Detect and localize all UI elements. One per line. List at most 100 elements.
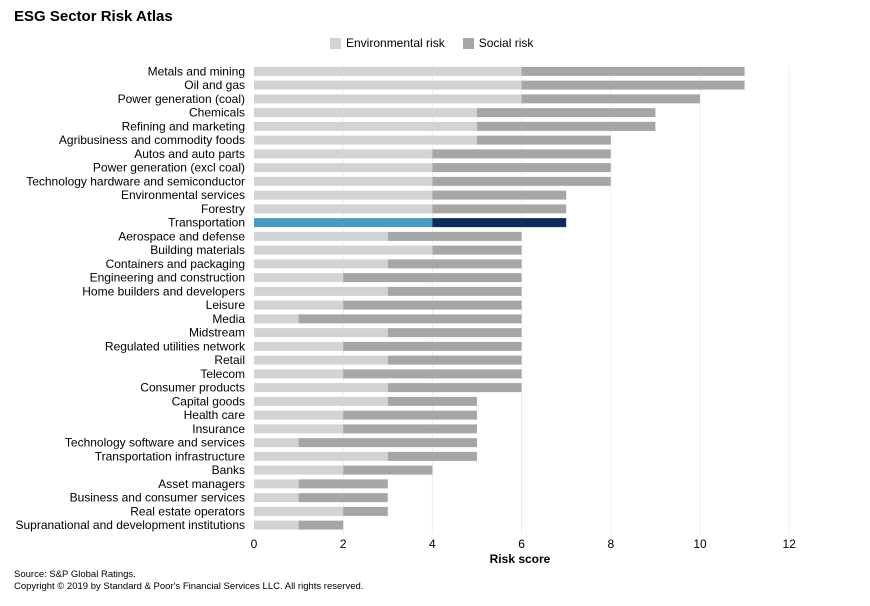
legend-item-environmental: Environmental risk — [330, 36, 445, 50]
bar-environmental — [254, 383, 388, 393]
category-label: Business and consumer services — [70, 491, 245, 505]
bar-social — [387, 259, 522, 269]
category-label: Engineering and construction — [90, 271, 245, 285]
x-tick-label: 12 — [783, 537, 797, 551]
bar-environmental — [254, 396, 388, 406]
bar-social — [432, 204, 567, 214]
bar-environmental — [254, 286, 388, 296]
x-tick-label: 10 — [693, 537, 707, 551]
bar-environmental — [254, 66, 522, 76]
bar-social — [477, 135, 611, 145]
category-label: Telecom — [200, 367, 245, 381]
category-label: Leisure — [206, 298, 246, 312]
bar-social — [343, 506, 388, 516]
x-tick-label: 2 — [340, 537, 347, 551]
bar-social — [432, 218, 567, 228]
bar-environmental — [254, 190, 433, 200]
bar-social — [343, 369, 522, 379]
bar-social — [432, 149, 611, 159]
bar-environmental — [254, 341, 344, 351]
bar-social — [521, 80, 745, 90]
category-label: Aerospace and defense — [118, 229, 245, 243]
bar-environmental — [254, 163, 433, 173]
bar-environmental — [254, 176, 433, 186]
bar-social — [343, 341, 522, 351]
bar-environmental — [254, 121, 477, 131]
category-label: Retail — [214, 353, 245, 367]
category-label: Power generation (excl coal) — [93, 161, 245, 175]
category-label: Oil and gas — [184, 78, 245, 92]
category-label: Chemicals — [189, 106, 245, 120]
bar-environmental — [254, 80, 522, 90]
category-label: Agribusiness and commodity foods — [59, 133, 245, 147]
bar-social — [521, 94, 700, 104]
bar-social — [432, 176, 611, 186]
bar-environmental — [254, 149, 433, 159]
x-tick-label: 6 — [518, 537, 525, 551]
bar-environmental — [254, 314, 299, 324]
category-label: Media — [212, 312, 245, 326]
bar-environmental — [254, 465, 344, 475]
bar-environmental — [254, 369, 344, 379]
legend-label-environmental: Environmental risk — [346, 36, 445, 50]
bar-social — [298, 520, 344, 530]
x-tick-label: 0 — [251, 537, 258, 551]
category-label: Real estate operators — [130, 504, 245, 518]
category-label: Forestry — [201, 202, 245, 216]
bar-environmental — [254, 300, 344, 310]
category-label: Autos and auto parts — [134, 147, 245, 161]
bar-social — [387, 396, 477, 406]
bar-environmental — [254, 493, 299, 503]
bar-environmental — [254, 218, 433, 228]
category-label: Technology software and services — [65, 436, 245, 450]
bar-social — [387, 355, 522, 365]
bar-environmental — [254, 479, 299, 489]
category-label: Environmental services — [121, 188, 245, 202]
category-label: Refining and marketing — [122, 119, 245, 133]
bar-social — [432, 245, 522, 255]
bar-environmental — [254, 108, 477, 118]
bar-environmental — [254, 451, 388, 461]
category-label: Health care — [184, 408, 246, 422]
bar-environmental — [254, 204, 433, 214]
bar-social — [387, 328, 522, 338]
category-label: Supranational and development institutio… — [16, 518, 246, 532]
bar-environmental — [254, 410, 344, 420]
bar-social — [387, 451, 477, 461]
bar-environmental — [254, 273, 344, 283]
category-label: Insurance — [192, 422, 245, 436]
category-label: Consumer products — [140, 381, 245, 395]
bar-social — [298, 438, 477, 448]
bar-environmental — [254, 328, 388, 338]
legend-item-social: Social risk — [462, 36, 534, 50]
bar-environmental — [254, 424, 344, 434]
bar-environmental — [254, 438, 299, 448]
category-label: Asset managers — [158, 477, 245, 491]
bar-environmental — [254, 135, 477, 145]
legend-label-social: Social risk — [478, 36, 534, 50]
category-label: Midstream — [189, 326, 245, 340]
bar-environmental — [254, 94, 522, 104]
bar-social — [343, 465, 433, 475]
category-label: Containers and packaging — [106, 257, 245, 271]
category-label: Power generation (coal) — [118, 92, 245, 106]
category-label: Home builders and developers — [82, 284, 245, 298]
legend-swatch-environmental — [330, 37, 341, 49]
bar-environmental — [254, 506, 344, 516]
category-label: Technology hardware and semiconductor — [26, 174, 245, 188]
bar-social — [343, 410, 477, 420]
category-label: Metals and mining — [148, 64, 245, 78]
bar-social — [298, 479, 388, 489]
x-axis-label: Risk score — [490, 552, 551, 566]
category-label: Regulated utilities network — [105, 339, 246, 353]
bar-social — [477, 121, 656, 131]
bar-social — [477, 108, 656, 118]
source-note: Source: S&P Global Ratings. — [14, 569, 136, 580]
bar-social — [343, 424, 477, 434]
bar-social — [298, 493, 388, 503]
category-label: Transportation infrastructure — [95, 449, 246, 463]
bar-social — [432, 163, 611, 173]
bar-environmental — [254, 231, 388, 241]
category-label: Capital goods — [172, 394, 245, 408]
